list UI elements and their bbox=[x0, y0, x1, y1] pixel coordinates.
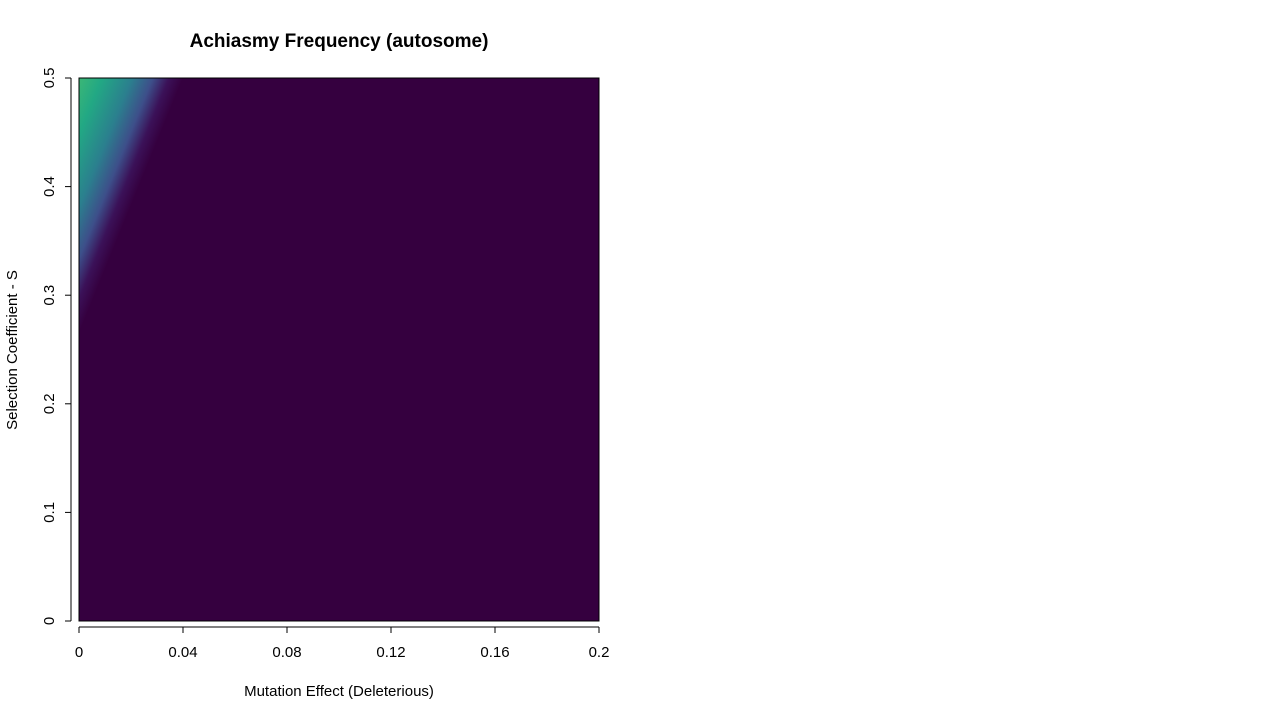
x-axis: 0 0.04 0.08 0.12 0.16 0.2 bbox=[75, 626, 610, 661]
heatmap-high-region bbox=[79, 78, 183, 334]
y-tick-label: 0.3 bbox=[41, 285, 58, 306]
y-axis: 0 0.1 0.2 0.3 0.4 0.5 bbox=[41, 68, 72, 625]
chart-title: Achiasmy Frequency (autosome) bbox=[190, 31, 489, 52]
x-axis-label: Mutation Effect (Deleterious) bbox=[244, 683, 434, 700]
x-tick-label: 0.04 bbox=[168, 644, 197, 661]
y-tick-label: 0.1 bbox=[41, 502, 58, 523]
x-tick-label: 0.16 bbox=[480, 644, 509, 661]
heatmap-background bbox=[79, 78, 599, 621]
y-tick-label: 0 bbox=[41, 617, 58, 625]
x-tick-label: 0.12 bbox=[376, 644, 405, 661]
x-tick-label: 0.2 bbox=[589, 644, 610, 661]
x-tick-label: 0.08 bbox=[272, 644, 301, 661]
y-tick-label: 0.2 bbox=[41, 393, 58, 414]
y-tick-label: 0.4 bbox=[41, 176, 58, 197]
x-tick-label: 0 bbox=[75, 644, 83, 661]
plot-frame bbox=[78, 77, 600, 622]
y-tick-label: 0.5 bbox=[41, 68, 58, 89]
y-axis-label: Selection Coefficient - S bbox=[4, 270, 21, 430]
plot-area bbox=[79, 78, 599, 621]
